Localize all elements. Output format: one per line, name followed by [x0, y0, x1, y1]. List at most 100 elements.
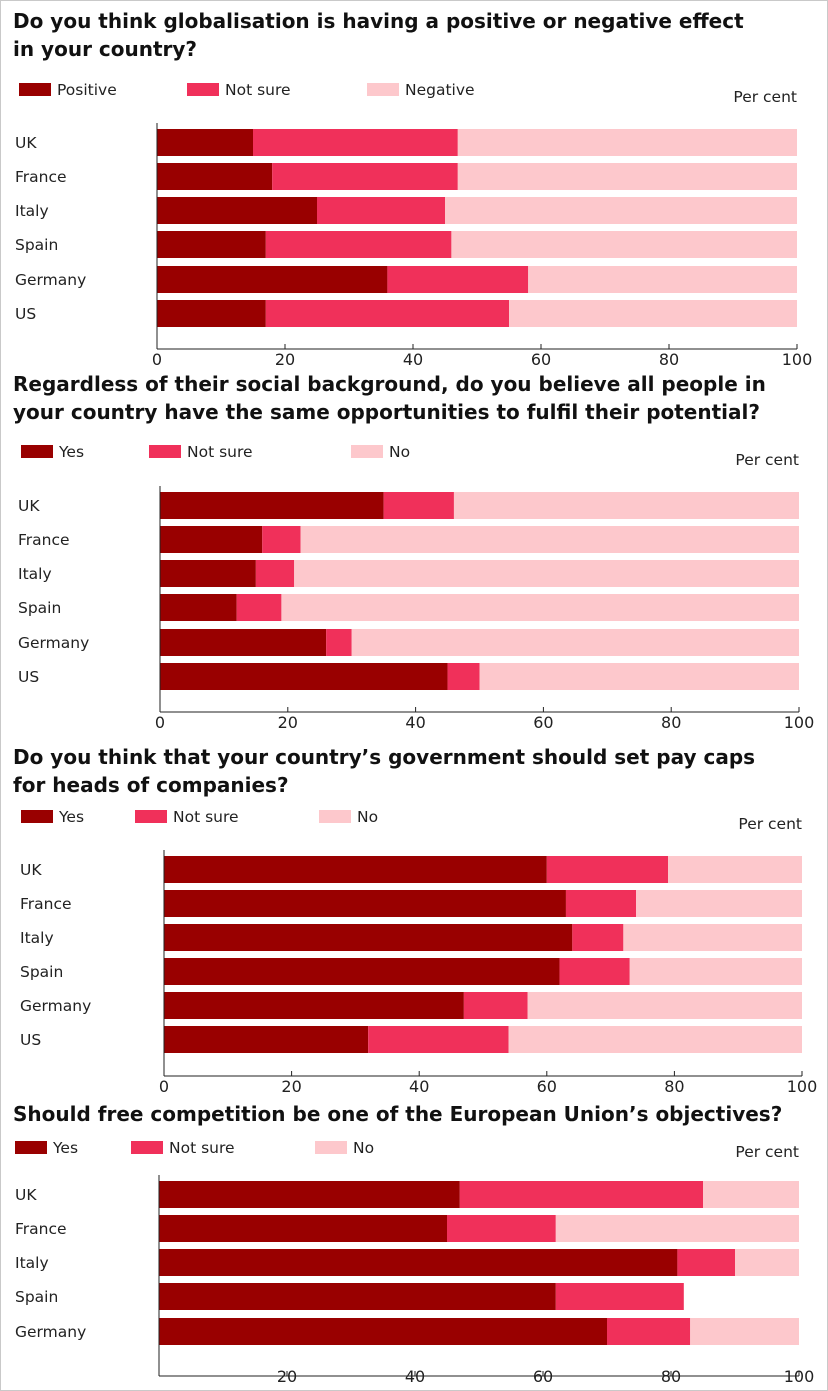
chart-2-tick-label-4: 60 — [533, 713, 553, 732]
chart-4-bar-germany-yes — [159, 1318, 607, 1345]
chart-3-bar-uk-yes — [164, 856, 547, 883]
chart-2-category-label-6: US — [18, 668, 39, 686]
chart-4-legend-swatch-2 — [131, 1141, 163, 1154]
chart-4-bar-germany-no — [690, 1318, 799, 1345]
chart-2-legend-label-1: Yes — [58, 443, 84, 461]
chart-1-bar-italy-negative — [445, 197, 797, 224]
chart-1-bar-spain-negative — [451, 231, 797, 258]
chart-2-legend-swatch-1 — [21, 445, 53, 458]
chart-1-tick-label-1: 0 — [152, 350, 162, 369]
chart-2-bar-france-not-sure — [262, 526, 301, 553]
chart-4-bar-uk-yes — [159, 1181, 460, 1208]
chart-1-legend-label-2: Not sure — [225, 81, 291, 99]
chart-2-bar-germany-yes — [160, 629, 327, 656]
chart-4-legend-label-1: Yes — [52, 1139, 78, 1157]
chart-2-bar-germany-no — [351, 629, 799, 656]
chart-1-legend-label-3: Negative — [405, 81, 475, 99]
chart-1-tick-label-3: 40 — [403, 350, 423, 369]
chart-2-bar-italy-not-sure — [255, 560, 295, 587]
chart-2-bar-us-not-sure — [447, 663, 480, 690]
chart-4-bar-germany-not-sure — [607, 1318, 691, 1345]
chart-2-tick-label-5: 80 — [661, 713, 681, 732]
chart-1-category-label-2: France — [15, 168, 67, 186]
chart-2-bar-uk-yes — [160, 492, 384, 519]
chart-1-bar-italy-not-sure — [317, 197, 445, 224]
chart-4-bar-france-no — [555, 1215, 799, 1242]
chart-3-category-label-6: US — [20, 1031, 41, 1049]
chart-2-legend-label-2: Not sure — [187, 443, 253, 461]
chart-1-legend-swatch-2 — [187, 83, 219, 96]
chart-4-legend-swatch-1 — [15, 1141, 47, 1154]
chart-1-bar-france-negative — [457, 163, 797, 190]
chart-2-tick-label-6: 100 — [784, 713, 815, 732]
chart-3-tick-label-2: 20 — [281, 1077, 301, 1096]
chart-3-category-label-5: Germany — [20, 997, 91, 1015]
chart-3-legend-label-2: Not sure — [173, 808, 239, 826]
chart-4-category-label-4: Spain — [15, 1288, 58, 1306]
chart-1-bar-germany-negative — [528, 266, 797, 293]
chart-1-unit-label: Per cent — [733, 88, 797, 106]
chart-2-bar-uk-not-sure — [383, 492, 454, 519]
chart-3-bar-germany-yes — [164, 992, 464, 1019]
chart-3-tick-label-4: 60 — [537, 1077, 557, 1096]
chart-3-bar-italy-no — [623, 924, 802, 951]
chart-1-tick-label-5: 80 — [659, 350, 679, 369]
chart-1-bar-italy-positive — [157, 197, 317, 224]
chart-1-category-label-3: Italy — [15, 202, 49, 220]
chart-1-legend-swatch-1 — [19, 83, 51, 96]
chart-2-unit-label: Per cent — [735, 451, 799, 469]
chart-3-bar-us-yes — [164, 1026, 369, 1053]
chart-4-category-label-1: UK — [15, 1186, 37, 1204]
chart-2-category-label-2: France — [18, 531, 70, 549]
chart-3-bar-germany-not-sure — [463, 992, 528, 1019]
chart-2-bar-france-no — [300, 526, 799, 553]
chart-3-tick-label-3: 40 — [409, 1077, 429, 1096]
chart-3-bar-italy-yes — [164, 924, 573, 951]
chart-2-tick-label-2: 20 — [278, 713, 298, 732]
chart-4-category-label-5: Germany — [15, 1323, 86, 1341]
chart-3-category-label-2: France — [20, 895, 72, 913]
chart-2-legend-swatch-3 — [351, 445, 383, 458]
chart-2-bar-germany-not-sure — [326, 629, 352, 656]
chart-4-bar-france-not-sure — [447, 1215, 556, 1242]
chart-1-bar-us-not-sure — [265, 300, 509, 327]
chart-3-category-label-4: Spain — [20, 963, 63, 981]
chart-3-tick-label-6: 100 — [787, 1077, 818, 1096]
chart-4-tick-label-2: 40 — [405, 1367, 425, 1386]
chart-2-bar-us-yes — [160, 663, 448, 690]
chart-1-bar-uk-positive — [157, 129, 253, 156]
chart-4-tick-label-5: 100 — [784, 1367, 815, 1386]
chart-2-legend-label-3: No — [389, 443, 410, 461]
chart-4-legend-label-3: No — [353, 1139, 374, 1157]
chart-3-bar-uk-no — [668, 856, 802, 883]
chart-1-tick-label-6: 100 — [782, 350, 813, 369]
chart-4-bar-italy-yes — [159, 1249, 678, 1276]
chart-4-bar-france-yes — [159, 1215, 447, 1242]
chart-3-bar-spain-yes — [164, 958, 560, 985]
chart-3-legend-swatch-2 — [135, 810, 167, 823]
chart-4-legend-label-2: Not sure — [169, 1139, 235, 1157]
chart-3-title-line-1: Do you think that your country’s governm… — [13, 745, 755, 769]
chart-3-bar-us-not-sure — [368, 1026, 509, 1053]
chart-2-bar-spain-yes — [160, 594, 237, 621]
chart-3-tick-label-1: 0 — [159, 1077, 169, 1096]
chart-4-category-label-2: France — [15, 1220, 67, 1238]
chart-2-bar-spain-no — [281, 594, 799, 621]
chart-2-title-line-1: Regardless of their social background, d… — [13, 372, 766, 396]
chart-2-bar-uk-no — [453, 492, 799, 519]
chart-1-bar-uk-not-sure — [253, 129, 458, 156]
chart-3-bar-france-not-sure — [565, 890, 637, 917]
chart-3-bar-spain-not-sure — [559, 958, 630, 985]
chart-2-bar-france-yes — [160, 526, 263, 553]
chart-2-tick-label-1: 0 — [155, 713, 165, 732]
chart-1-tick-label-2: 20 — [275, 350, 295, 369]
chart-4-unit-label: Per cent — [735, 1143, 799, 1161]
chart-1-tick-label-4: 60 — [531, 350, 551, 369]
chart-1-title-line-2: in your country? — [13, 37, 197, 61]
chart-2-bar-italy-no — [294, 560, 799, 587]
chart-1-category-label-6: US — [15, 305, 36, 323]
chart-1-bar-uk-negative — [457, 129, 797, 156]
chart-1-bar-france-positive — [157, 163, 273, 190]
